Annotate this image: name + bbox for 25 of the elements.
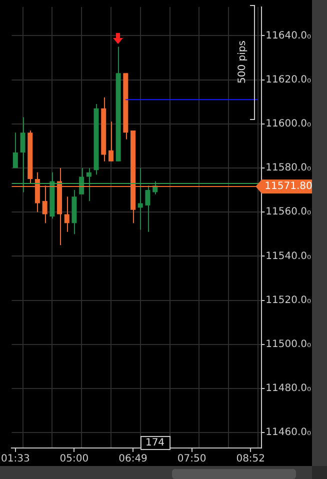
y-tick-label: 11620.0₀ (266, 74, 312, 86)
x-tick-label: 06:49 (118, 454, 148, 465)
y-tick-label: 11480.0₀ (266, 383, 312, 394)
y-tick-label: 11580.0₀ (266, 162, 312, 174)
y-tick-label: 11640.0₀ (266, 30, 312, 42)
x-tick-label: 05:00 (60, 454, 89, 465)
x-tick-label: 01:33 (0, 454, 30, 465)
candlestick (64, 196, 70, 232)
y-tick-label: 11600.0₀ (266, 118, 312, 130)
candlestick (145, 185, 150, 232)
ref-line-label: 11571.80 (264, 181, 312, 192)
y-tick-label: 11460.0₀ (266, 427, 312, 438)
y-tick-label: 11520.0₀ (266, 294, 312, 306)
annotation: 500 pips (237, 40, 248, 84)
x-tick-label: 08:52 (236, 454, 266, 465)
candlestick (12, 132, 18, 168)
annotation: 174 (145, 438, 165, 449)
candlestick (108, 121, 114, 162)
x-tick-label: 07:50 (177, 454, 206, 465)
y-tick-label: 11540.0₀ (266, 250, 312, 262)
candlestick (20, 116, 26, 193)
y-tick-label: 11500.0₀ (266, 338, 312, 350)
candlestick (138, 167, 143, 230)
candlestick (86, 167, 92, 202)
y-tick-label: 11560.0₀ (266, 206, 312, 218)
